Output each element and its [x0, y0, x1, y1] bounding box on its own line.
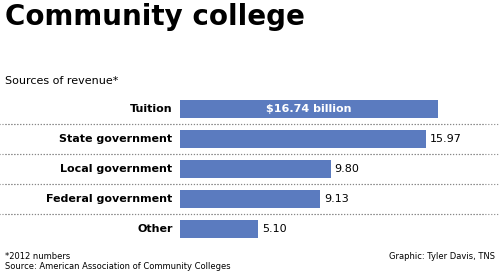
Text: Graphic: Tyler Davis, TNS: Graphic: Tyler Davis, TNS: [389, 252, 495, 261]
Bar: [180, 160, 331, 178]
Text: Community college: Community college: [5, 3, 305, 31]
Text: 9.80: 9.80: [334, 164, 359, 174]
Bar: [180, 130, 426, 148]
Bar: [180, 99, 438, 118]
Text: $16.74 billion: $16.74 billion: [266, 104, 352, 114]
Text: Sources of revenue*: Sources of revenue*: [5, 76, 118, 86]
Bar: [180, 190, 320, 208]
Text: 9.13: 9.13: [324, 194, 349, 204]
Text: Tuition: Tuition: [130, 104, 172, 114]
Text: Federal government: Federal government: [46, 194, 172, 204]
Text: 5.10: 5.10: [262, 224, 287, 234]
Text: Local government: Local government: [60, 164, 172, 174]
Text: State government: State government: [60, 134, 172, 144]
Text: *2012 numbers
Source: American Association of Community Colleges: *2012 numbers Source: American Associati…: [5, 252, 230, 271]
Text: Other: Other: [137, 224, 172, 234]
Text: 15.97: 15.97: [430, 134, 462, 144]
Bar: [180, 220, 258, 238]
